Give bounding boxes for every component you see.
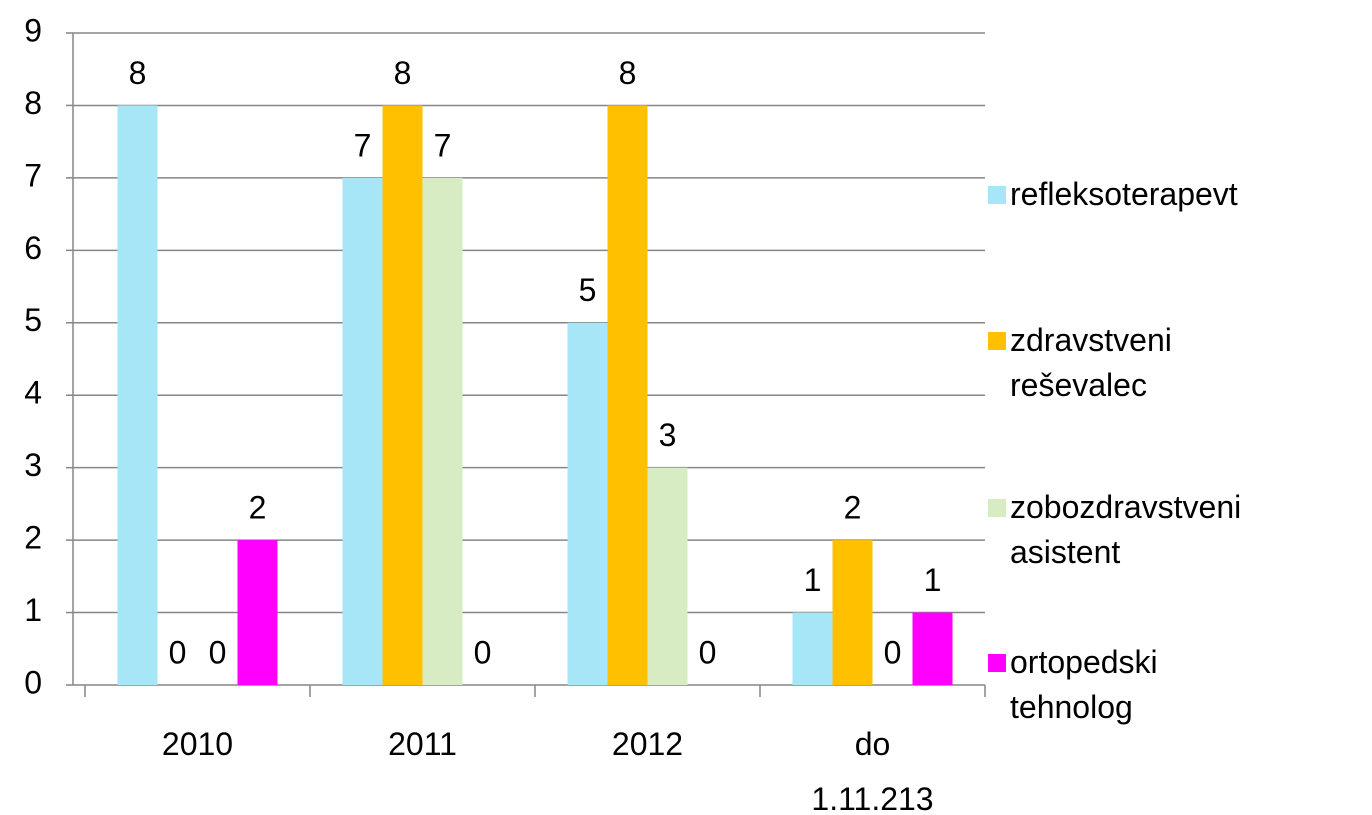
data-label: 7 <box>434 127 452 163</box>
x-tick-label: do 1.11.213 <box>811 726 934 815</box>
y-tick-label: 8 <box>24 85 42 121</box>
y-tick-label: 2 <box>24 520 42 556</box>
data-label: 2 <box>249 490 267 526</box>
data-label: 1 <box>804 562 822 598</box>
legend-swatch <box>988 499 1006 517</box>
x-tick-label: 2012 <box>611 726 684 762</box>
data-label: 0 <box>699 634 717 670</box>
y-tick-label: 1 <box>24 592 42 628</box>
bar <box>647 467 688 685</box>
legend-swatch <box>988 332 1006 350</box>
legend-swatch <box>988 654 1006 672</box>
data-label: 1 <box>924 562 942 598</box>
data-label: 0 <box>209 634 227 670</box>
legend-label: refleksoterapevt <box>1010 176 1238 212</box>
bar <box>422 177 463 685</box>
legend-item: refleksoterapevt <box>988 172 1238 217</box>
data-label: 7 <box>354 127 372 163</box>
y-tick-label: 6 <box>24 230 42 266</box>
data-label: 0 <box>169 634 187 670</box>
bar <box>342 177 383 685</box>
x-tick-label: 2011 <box>388 726 457 762</box>
legend-item: zdravstveni reševalec <box>988 318 1172 408</box>
y-tick-label: 0 <box>24 664 42 700</box>
legend-label: zobozdravstveni asistent <box>1010 489 1242 570</box>
data-label: 2 <box>844 490 862 526</box>
y-tick-label: 3 <box>24 447 42 483</box>
legend-label: ortopedski tehnolog <box>1010 644 1158 725</box>
data-label: 3 <box>659 417 677 453</box>
bar <box>382 105 423 685</box>
y-tick-label: 7 <box>24 157 42 193</box>
legend-item: zobozdravstveni asistent <box>988 485 1241 575</box>
y-tick-label: 4 <box>24 375 42 411</box>
data-label: 5 <box>579 272 597 308</box>
data-label: 8 <box>129 55 147 91</box>
legend-swatch <box>988 186 1006 204</box>
bar <box>117 105 158 685</box>
bar <box>832 540 873 685</box>
bar <box>607 105 648 685</box>
x-tick-label: 2010 <box>161 726 234 762</box>
bar <box>567 322 608 685</box>
data-label: 0 <box>474 634 492 670</box>
legend-item: ortopedski tehnolog <box>988 640 1158 730</box>
data-label: 8 <box>394 55 412 91</box>
legend-label: zdravstveni reševalec <box>1010 322 1172 403</box>
data-label: 8 <box>619 55 637 91</box>
bar <box>237 540 278 685</box>
y-tick-label: 9 <box>24 12 42 48</box>
y-tick-label: 5 <box>24 302 42 338</box>
data-label: 0 <box>884 634 902 670</box>
bar <box>912 612 953 685</box>
bar <box>792 612 833 685</box>
